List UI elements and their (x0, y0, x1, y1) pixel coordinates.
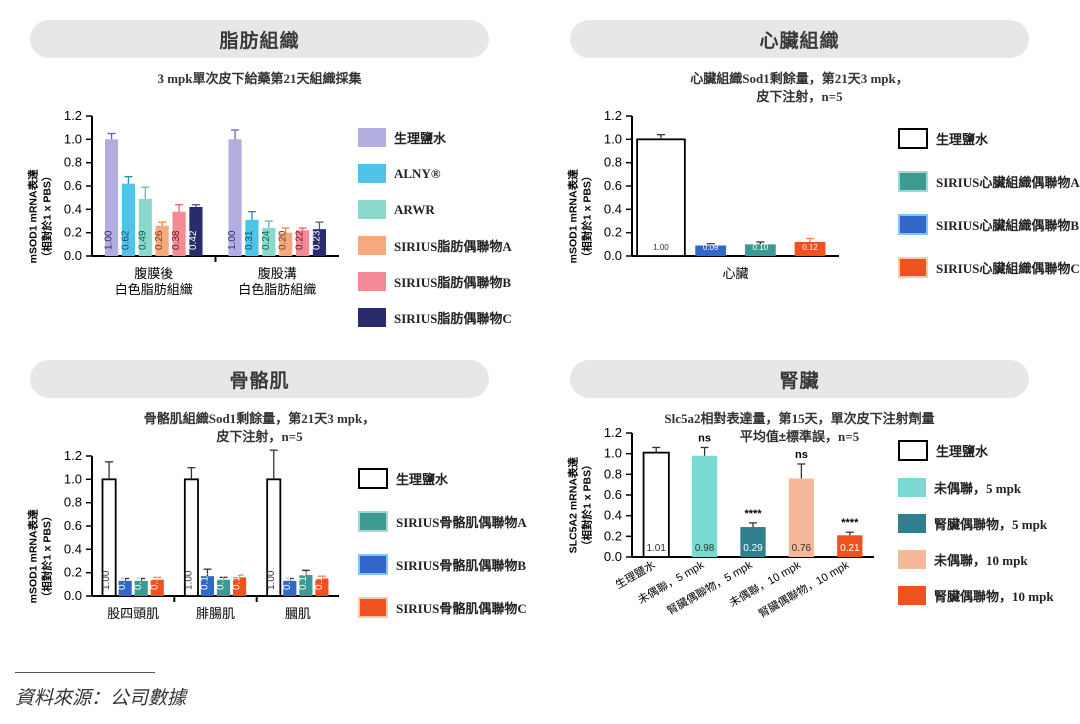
svg-text:0.13: 0.13 (117, 570, 128, 590)
svg-text:0.62: 0.62 (120, 230, 131, 250)
svg-text:1.2: 1.2 (604, 108, 622, 123)
svg-text:白色脂肪組織: 白色脂肪組織 (115, 282, 193, 297)
svg-text:1.2: 1.2 (64, 108, 82, 123)
svg-text:0.6: 0.6 (64, 178, 82, 193)
svg-text:1.2: 1.2 (604, 425, 622, 440)
svg-text:腹膜後: 腹膜後 (134, 266, 173, 281)
svg-text:腹股溝: 腹股溝 (258, 266, 297, 281)
svg-text:0.8: 0.8 (604, 466, 622, 481)
svg-text:腓腸肌: 腓腸肌 (196, 606, 235, 621)
svg-text:0.29: 0.29 (743, 543, 763, 554)
svg-text:0.2: 0.2 (604, 225, 622, 240)
svg-text:0.4: 0.4 (64, 201, 82, 216)
svg-text:0.20: 0.20 (278, 230, 289, 250)
svg-text:0.2: 0.2 (604, 528, 622, 543)
svg-text:0.0: 0.0 (604, 549, 622, 564)
svg-text:0.2: 0.2 (64, 225, 82, 240)
svg-text:0.8: 0.8 (604, 155, 622, 170)
svg-text:0.14: 0.14 (216, 570, 227, 590)
svg-text:****: **** (841, 517, 859, 529)
svg-text:1.0: 1.0 (64, 131, 82, 146)
svg-text:1.0: 1.0 (604, 446, 622, 461)
svg-text:0.26: 0.26 (154, 230, 165, 250)
svg-text:0.6: 0.6 (64, 518, 82, 533)
svg-text:0.18: 0.18 (298, 570, 309, 590)
svg-text:0.6: 0.6 (604, 178, 622, 193)
svg-text:0.49: 0.49 (137, 230, 148, 250)
svg-text:1.00: 1.00 (104, 230, 115, 250)
svg-text:0.16: 0.16 (232, 570, 243, 590)
svg-text:0.31: 0.31 (244, 230, 255, 250)
svg-text:1.0: 1.0 (64, 471, 82, 486)
svg-text:0.0: 0.0 (64, 588, 82, 603)
svg-text:1.2: 1.2 (64, 448, 82, 463)
svg-text:0.13: 0.13 (133, 570, 144, 590)
svg-text:膕肌: 膕肌 (285, 606, 311, 621)
svg-text:0.10: 0.10 (753, 243, 769, 252)
svg-text:0.8: 0.8 (64, 495, 82, 510)
svg-text:0.98: 0.98 (695, 543, 715, 554)
svg-text:0.12: 0.12 (802, 243, 818, 252)
svg-text:0.14: 0.14 (149, 570, 160, 590)
svg-text:1.00: 1.00 (101, 570, 112, 590)
svg-text:0.0: 0.0 (64, 248, 82, 263)
svg-text:0.76: 0.76 (792, 543, 812, 554)
svg-text:0.22: 0.22 (295, 230, 306, 250)
svg-text:0.38: 0.38 (171, 230, 182, 250)
svg-text:1.00: 1.00 (183, 570, 194, 590)
svg-text:0.15: 0.15 (314, 570, 325, 590)
svg-text:心臟: 心臟 (722, 266, 748, 281)
svg-text:1.01: 1.01 (646, 543, 666, 554)
svg-text:ns: ns (795, 449, 808, 461)
svg-text:1.00: 1.00 (653, 243, 669, 252)
svg-text:0.24: 0.24 (261, 230, 272, 250)
svg-text:1.0: 1.0 (604, 131, 622, 146)
svg-text:0.42: 0.42 (188, 230, 199, 250)
svg-text:0.4: 0.4 (64, 541, 82, 556)
svg-text:ns: ns (698, 432, 711, 444)
svg-text:腎臟偶聯物，10 mpk: 腎臟偶聯物，10 mpk (756, 557, 852, 620)
svg-text:0.6: 0.6 (604, 487, 622, 502)
svg-text:1.00: 1.00 (266, 570, 277, 590)
svg-text:1.00: 1.00 (227, 230, 238, 250)
svg-text:0.17: 0.17 (199, 570, 210, 590)
svg-text:0.8: 0.8 (64, 155, 82, 170)
svg-text:白色脂肪組織: 白色脂肪組織 (238, 282, 316, 297)
svg-text:0.2: 0.2 (64, 565, 82, 580)
svg-text:0.21: 0.21 (840, 543, 860, 554)
svg-text:0.0: 0.0 (604, 248, 622, 263)
svg-text:腎臟偶聯物，5 mpk: 腎臟偶聯物，5 mpk (664, 557, 755, 617)
svg-text:0.4: 0.4 (604, 201, 622, 216)
svg-text:0.23: 0.23 (311, 230, 322, 250)
svg-text:0.09: 0.09 (703, 243, 719, 252)
svg-text:****: **** (744, 508, 762, 520)
svg-text:股四頭肌: 股四頭肌 (107, 606, 159, 621)
svg-text:0.4: 0.4 (604, 508, 622, 523)
svg-text:0.13: 0.13 (282, 570, 293, 590)
